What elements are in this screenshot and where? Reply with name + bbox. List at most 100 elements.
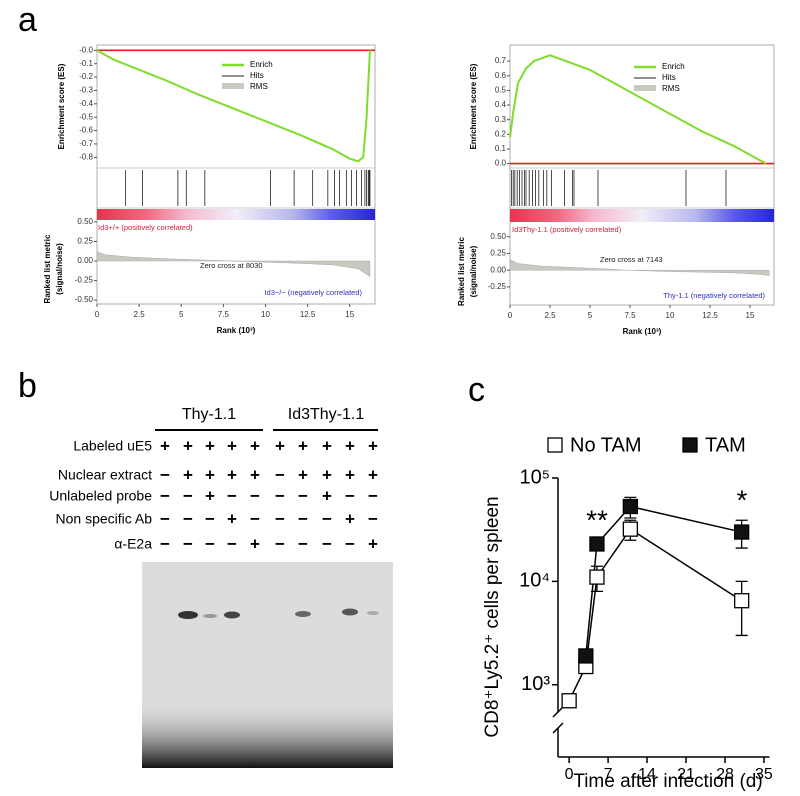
y-tick-label: -0.7 <box>79 139 93 148</box>
x-axis-label: Time after infection (d) <box>573 771 762 792</box>
rank-color-bar <box>97 209 375 220</box>
y-tick-label: 0.7 <box>495 56 507 65</box>
plot-frame <box>509 44 775 306</box>
y-tick-label: -0.5 <box>79 112 93 121</box>
x-tick-label: 7.5 <box>218 310 230 319</box>
y-tick-label: 0.00 <box>490 265 506 274</box>
metric-area <box>509 259 770 276</box>
lane-sign: − <box>322 534 332 553</box>
y-axis-label: (signal/noise) <box>469 245 478 297</box>
rank-color-bar <box>510 209 774 222</box>
x-tick-label: 35 <box>755 766 773 783</box>
significance: ** <box>586 504 608 535</box>
y-tick-label: -0.1 <box>79 59 93 68</box>
enrichment-curve <box>509 54 767 165</box>
y-axis-label: Enrichment score (ES) <box>57 63 66 149</box>
lane-sign: + <box>205 465 215 484</box>
y-tick-label: 10⁵ <box>519 466 550 488</box>
y-tick-label: -0.6 <box>79 126 93 135</box>
annotation: Id3+/+ (positively correlated) <box>98 223 193 232</box>
y-tick-label: 0.25 <box>77 237 93 246</box>
lane-sign: + <box>322 436 332 455</box>
legend-label: RMS <box>250 82 268 91</box>
row-label: Nuclear extract <box>58 467 152 483</box>
lane-sign: + <box>298 436 308 455</box>
y-tick-label: 0.00 <box>77 256 93 265</box>
y-tick-label: 0.4 <box>495 100 507 109</box>
x-tick-label: 10 <box>261 310 270 319</box>
annotation: Zero cross at 7143 <box>600 255 663 264</box>
y-axis-label: Ranked list metric <box>43 234 52 303</box>
annotation: Thy-1.1 (negatively correlated) <box>663 291 765 300</box>
plot-frame <box>96 44 376 305</box>
marker <box>622 498 639 515</box>
lane-sign: − <box>250 509 260 528</box>
lane-sign: − <box>250 486 260 505</box>
x-tick-label: 2.5 <box>544 311 556 320</box>
lane-sign: + <box>183 436 193 455</box>
y-tick-label: -0.2 <box>79 72 93 81</box>
x-axis-label: Rank (10³) <box>217 326 256 335</box>
lane-sign: + <box>227 465 237 484</box>
marker <box>589 569 605 585</box>
lane-sign: + <box>345 436 355 455</box>
x-tick-label: 21 <box>677 766 695 783</box>
lane-sign: + <box>298 465 308 484</box>
lane-sign: − <box>205 534 215 553</box>
x-tick-label: 14 <box>638 766 656 783</box>
legend-swatch <box>634 85 656 91</box>
row-label: α-E2a <box>114 536 152 552</box>
lane-sign: − <box>160 486 170 505</box>
lane-sign: + <box>205 486 215 505</box>
lane-sign: + <box>250 534 260 553</box>
legend-label: TAM <box>705 434 746 456</box>
lane-sign: + <box>275 436 285 455</box>
panel-label: a <box>18 1 37 39</box>
lane-sign: + <box>250 465 260 484</box>
y-tick-label: 0.3 <box>495 115 507 124</box>
marker <box>622 521 639 537</box>
y-tick-label: 0.6 <box>495 71 507 80</box>
x-tick-label: 0 <box>508 311 513 320</box>
error-bar <box>735 580 748 637</box>
lane-sign: + <box>368 436 378 455</box>
y-tick-label: -0.0 <box>79 45 93 54</box>
lane-sign: − <box>298 534 308 553</box>
marker <box>578 648 594 664</box>
gel-image <box>142 562 393 768</box>
lane-sign: − <box>368 509 378 528</box>
legend-swatch <box>682 437 698 453</box>
marker <box>734 524 750 540</box>
gel-rows: Labeled uE5 + + + + + + + + + +Nuclear extract − + + +… <box>49 436 378 553</box>
x-tick-label: 0 <box>95 310 100 319</box>
legend-swatch <box>222 83 244 89</box>
y-tick-label: -0.8 <box>79 152 93 161</box>
significance: * <box>737 484 748 515</box>
series-line <box>585 505 742 657</box>
axis-break <box>552 706 564 734</box>
x-tick-label: 28 <box>716 766 734 783</box>
lane-sign: − <box>275 486 285 505</box>
y-tick-label: -0.3 <box>79 86 93 95</box>
lane-sign: + <box>250 436 260 455</box>
lane-sign: − <box>183 486 193 505</box>
y-axis-label: CD8⁺Ly5.2⁺ cells per spleen <box>482 496 503 737</box>
lane-sign: − <box>368 486 378 505</box>
legend-label: Hits <box>662 73 676 82</box>
x-tick-label: 2.5 <box>134 310 146 319</box>
legend-label: Enrich <box>250 60 273 69</box>
y-tick-label: 0.25 <box>490 249 506 258</box>
y-tick-label: 10³ <box>521 673 550 695</box>
y-tick-label: -0.4 <box>79 99 93 108</box>
lane-sign: − <box>160 534 170 553</box>
lane-sign: − <box>227 534 237 553</box>
lane-sign: − <box>183 534 193 553</box>
x-tick-label: 5 <box>179 310 184 319</box>
y-axis-label: Enrichment score (ES) <box>469 63 478 149</box>
x-tick-label: 0 <box>565 766 574 783</box>
lane-sign: − <box>205 509 215 528</box>
y-tick-label: 0.2 <box>495 129 507 138</box>
x-tick-label: 15 <box>345 310 354 319</box>
lane-sign: − <box>160 465 170 484</box>
